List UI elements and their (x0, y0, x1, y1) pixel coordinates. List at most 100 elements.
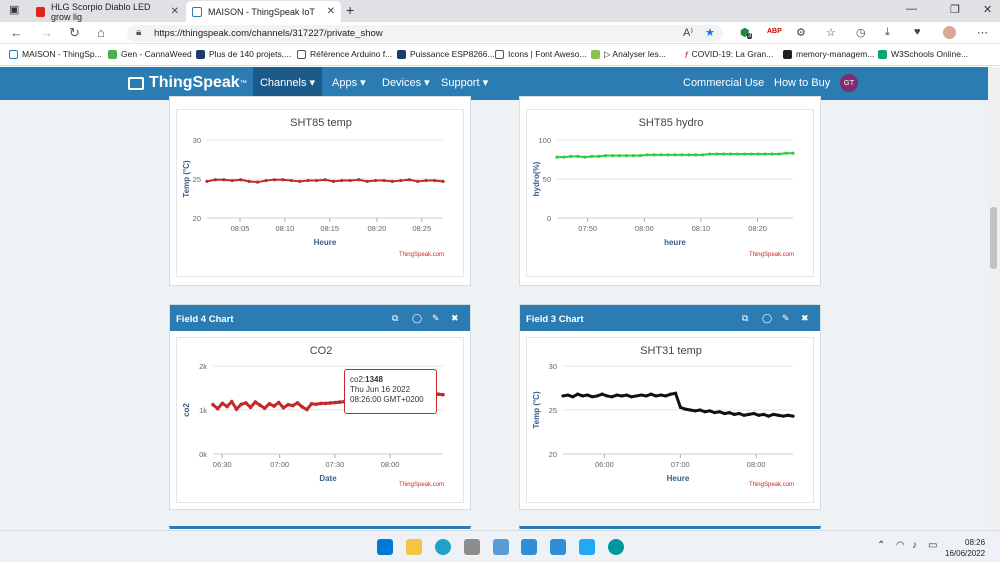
forward-icon[interactable]: → (40, 25, 53, 40)
chevron-up-icon[interactable]: ⌃ (877, 540, 886, 551)
data-point (639, 393, 643, 397)
windows-start-icon[interactable] (377, 539, 393, 555)
data-point (669, 392, 673, 396)
data-point (638, 154, 642, 158)
data-point (605, 394, 609, 398)
puzzle-icon[interactable]: ⚙ (796, 27, 806, 39)
back-icon[interactable]: ← (10, 25, 23, 40)
bookmark-item[interactable]: Puissance ESP8266... (397, 49, 495, 59)
close-tab-icon[interactable]: ✕ (326, 6, 335, 17)
close-icon[interactable]: ✖ (451, 313, 459, 323)
browser-tab-active[interactable]: MAISON - ThingSpeak IoT ✕ (186, 1, 341, 22)
close-window-icon[interactable]: ✕ (983, 4, 993, 16)
edit-pencil-icon[interactable]: ✎ (432, 313, 440, 323)
data-point (603, 154, 608, 158)
chart-title: SHT85 hydro (639, 117, 704, 129)
external-link-icon[interactable]: ⧉ (742, 313, 749, 323)
comment-icon[interactable]: ◯ (762, 313, 773, 323)
nav-how-to-buy[interactable]: How to Buy (774, 77, 831, 89)
wifi-icon[interactable]: ◠ (896, 540, 905, 551)
bookmark-item[interactable]: ▷ Analyser les... (591, 49, 666, 60)
data-point (571, 395, 575, 399)
minimize-icon[interactable]: — (906, 3, 917, 15)
y-tick-label: 1k (199, 406, 207, 415)
data-point (721, 152, 726, 156)
edit-pencil-icon[interactable]: ✎ (782, 313, 790, 323)
close-tab-icon[interactable]: ✕ (170, 6, 179, 17)
data-point (337, 400, 342, 404)
volume-icon[interactable]: ♪ (912, 540, 917, 551)
new-tab-icon[interactable]: + (346, 2, 355, 18)
bookmark-item[interactable]: Icons | Font Aweso... (495, 49, 587, 59)
chart-svg-sht31-temp: SHT31 temp 30 25 20 06:00 07:00 08:00 Heure Temp… (532, 345, 795, 483)
bookmark-item[interactable]: Gen - CannaWeed (108, 49, 192, 59)
favorite-star-icon[interactable]: ★ (705, 27, 715, 39)
wallet-icon[interactable]: ♥ (914, 26, 921, 38)
bookmark-item[interactable]: f COVID-19: La Gran... (685, 49, 773, 60)
home-icon[interactable]: ⌂ (97, 25, 105, 40)
nav-devices[interactable]: Devices ▾ (382, 77, 430, 89)
clock-time: 08:26 (965, 538, 986, 547)
bookmark-item[interactable]: Référence Arduino f... (297, 49, 392, 59)
url-input[interactable]: 🔒︎ https://thingspeak.com/channels/31722… (127, 25, 723, 42)
data-point (786, 413, 790, 417)
browser-tab[interactable]: HLG Scorpio Diablo LED grow lig ✕ (30, 1, 185, 22)
data-point (272, 178, 277, 182)
bookmark-item[interactable]: MAISON - ThingSp... (9, 49, 102, 59)
chart-title: CO2 (310, 345, 333, 357)
battery-icon[interactable]: ▭ (928, 540, 938, 551)
bookmark-item[interactable]: W3Schools Online... (878, 49, 968, 59)
app-icon[interactable] (464, 539, 480, 555)
data-point (717, 410, 722, 414)
nav-commercial-use[interactable]: Commercial Use (683, 77, 765, 89)
data-point (290, 403, 295, 408)
close-icon[interactable]: ✖ (801, 313, 809, 323)
downloads-icon[interactable]: ⤓ (885, 26, 890, 38)
scrollbar-thumb[interactable] (990, 207, 997, 269)
gn-icon (591, 50, 600, 59)
vscode-icon[interactable] (579, 539, 595, 555)
app-icon[interactable] (521, 539, 537, 555)
photos-icon[interactable] (493, 539, 509, 555)
x-tick-label: 07:00 (270, 460, 289, 469)
extension-icon[interactable]: ⬢ (740, 27, 750, 39)
comment-icon[interactable]: ◯ (412, 313, 423, 323)
bookmark-item[interactable]: Plus de 140 projets,... (196, 49, 291, 59)
nav-apps[interactable]: Apps ▾ (332, 77, 366, 89)
data-point (331, 179, 336, 183)
data-point (248, 405, 253, 410)
arduino-icon[interactable] (608, 539, 624, 555)
system-clock[interactable]: 08:26 16/06/2022 (945, 537, 985, 559)
chart-credit: ThingSpeak.com (748, 482, 794, 488)
page-scrollbar[interactable] (988, 67, 1000, 530)
tab-actions-icon[interactable]: ▣ (9, 4, 20, 16)
refresh-icon[interactable]: ↻ (69, 25, 80, 40)
data-point (416, 179, 420, 183)
adblock-icon[interactable]: ABP (767, 28, 782, 35)
maximize-icon[interactable]: ❐ (950, 4, 960, 16)
x-tick-label: 07:00 (671, 460, 690, 469)
y-tick-label: 100 (538, 136, 551, 145)
favorites-icon[interactable]: ☆ (826, 27, 836, 39)
app-icon[interactable] (550, 539, 566, 555)
menu-dots-icon[interactable]: ⋯ (977, 27, 988, 39)
file-explorer-icon[interactable] (406, 539, 422, 555)
history-icon[interactable]: ◷ (856, 27, 866, 39)
data-point (333, 400, 337, 405)
data-point (590, 154, 594, 158)
profile-avatar-icon[interactable] (943, 26, 956, 39)
data-point (272, 404, 276, 408)
data-point (244, 401, 248, 405)
read-aloud-icon[interactable]: A⁾ (683, 27, 694, 39)
thingspeak-logo[interactable]: ThingSpeak ™ (128, 74, 247, 92)
data-point (757, 413, 761, 417)
edge-browser-icon[interactable] (435, 539, 451, 555)
card-title: Field 3 Chart (526, 314, 584, 325)
external-link-icon[interactable]: ⧉ (392, 313, 399, 323)
bookmark-item[interactable]: memory-managem... (783, 49, 874, 59)
nav-channels[interactable]: Channels ▾ (253, 67, 322, 100)
y-tick-label: 0k (199, 450, 207, 459)
data-point (597, 154, 601, 158)
user-avatar[interactable]: GT (840, 74, 858, 92)
nav-support[interactable]: Support ▾ (441, 77, 489, 89)
